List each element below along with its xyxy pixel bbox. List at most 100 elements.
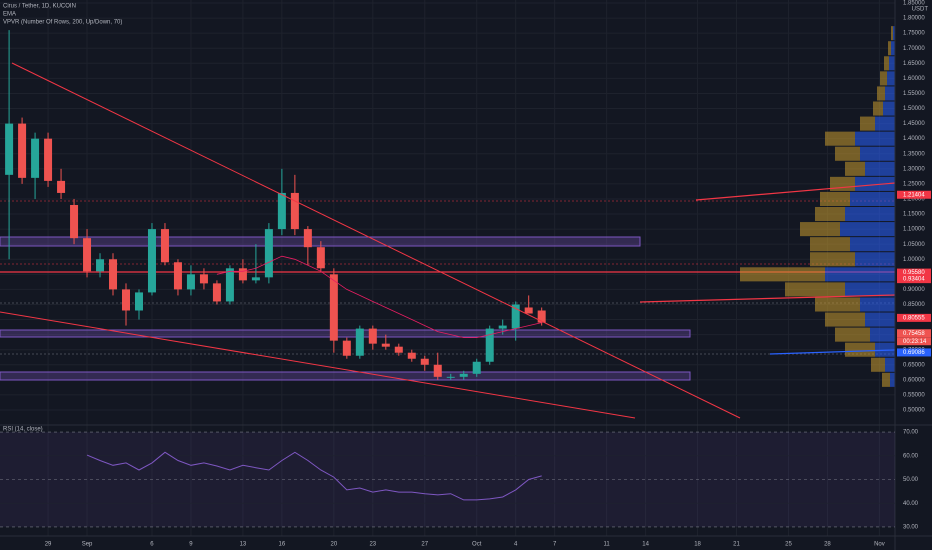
y-tick-label: 1.55000 bbox=[903, 91, 925, 97]
vpvr-up bbox=[890, 372, 895, 387]
candle-body bbox=[83, 238, 92, 272]
vpvr-down bbox=[825, 131, 855, 146]
price-tag-label: 0.69086 bbox=[903, 350, 925, 356]
candle-body bbox=[57, 180, 66, 193]
candle-body bbox=[199, 274, 208, 284]
candle-body bbox=[147, 229, 156, 293]
y-tick-label: 0.60000 bbox=[903, 377, 925, 383]
candle-body bbox=[303, 229, 312, 248]
zone bbox=[0, 371, 691, 381]
price-tag bbox=[897, 268, 931, 277]
rsi-tick-label: 50.00 bbox=[903, 477, 919, 483]
vpvr-up bbox=[865, 161, 895, 176]
vpvr-up bbox=[845, 207, 895, 222]
rsi-tick-label: 70.00 bbox=[903, 430, 919, 436]
vpvr-down bbox=[810, 237, 850, 252]
y-tick-label: 1.75000 bbox=[903, 31, 925, 37]
vpvr-down bbox=[740, 267, 825, 282]
y-tick-label: 0.90000 bbox=[903, 287, 925, 293]
x-tick-label: 4 bbox=[514, 542, 518, 548]
candle-body bbox=[485, 328, 494, 362]
vpvr-up bbox=[850, 237, 895, 252]
rsi-line bbox=[86, 451, 542, 501]
x-tick-label: 13 bbox=[240, 542, 247, 548]
vpvr-down bbox=[785, 282, 845, 297]
price-tag-label: 0.95580 bbox=[903, 270, 925, 276]
vpvr-up bbox=[875, 116, 895, 131]
candle-body bbox=[381, 343, 390, 347]
candle-body bbox=[407, 352, 416, 359]
vpvr-up bbox=[855, 252, 895, 267]
vpvr-up bbox=[885, 357, 895, 372]
candle-body bbox=[122, 289, 131, 311]
vpvr-down bbox=[871, 357, 885, 372]
candle-body bbox=[342, 340, 351, 356]
candle-body bbox=[109, 259, 118, 290]
candle-body bbox=[277, 192, 286, 230]
candle-body bbox=[537, 310, 546, 323]
currency-label: USDT bbox=[912, 7, 929, 13]
y-tick-label: 1.10000 bbox=[903, 227, 925, 233]
countdown-box bbox=[897, 337, 931, 346]
vpvr-up bbox=[875, 342, 895, 357]
vpvr-down bbox=[835, 146, 860, 161]
x-tick-label: 7 bbox=[553, 542, 557, 548]
x-tick-label: Sep bbox=[82, 542, 93, 548]
vpvr-up bbox=[870, 327, 895, 342]
candle-body bbox=[433, 364, 442, 377]
y-tick-label: 1.30000 bbox=[903, 166, 925, 172]
y-tick-label: 0.65000 bbox=[903, 362, 925, 368]
price-tag-label: 0.93404 bbox=[903, 277, 925, 283]
vpvr-down bbox=[815, 297, 860, 312]
candle-body bbox=[225, 268, 234, 302]
candle-body bbox=[368, 328, 377, 344]
candles bbox=[5, 30, 546, 380]
y-tick-label: 1.60000 bbox=[903, 76, 925, 82]
y-tick-label: 1.85000 bbox=[903, 1, 925, 7]
vpvr-down bbox=[884, 56, 889, 71]
countdown: 00:23:14 bbox=[903, 339, 927, 345]
vpvr bbox=[740, 26, 895, 387]
y-tick-label: 1.05000 bbox=[903, 242, 925, 248]
candle-body bbox=[134, 292, 143, 311]
y-tick-label: 1.50000 bbox=[903, 106, 925, 112]
candle-body bbox=[44, 138, 53, 181]
vpvr-up bbox=[891, 41, 895, 56]
x-tick-label: 21 bbox=[733, 542, 740, 548]
rsi-tick-label: 30.00 bbox=[903, 524, 919, 530]
vpvr-up bbox=[885, 86, 895, 101]
trend-line bbox=[0, 311, 636, 419]
candle-body bbox=[5, 123, 14, 175]
vpvr-up bbox=[860, 297, 895, 312]
candle-body bbox=[251, 277, 260, 281]
drawings bbox=[0, 62, 896, 419]
vpvr-up bbox=[887, 71, 895, 86]
y-tick-label: 1.20000 bbox=[903, 197, 925, 203]
vpvr-down bbox=[873, 101, 883, 116]
x-tick-label: Nov bbox=[874, 542, 885, 548]
vpvr-down bbox=[800, 222, 840, 237]
y-tick-label: 1.45000 bbox=[903, 121, 925, 127]
trend-line bbox=[769, 349, 896, 355]
candle-body bbox=[31, 138, 40, 178]
candle-body bbox=[498, 325, 507, 329]
y-tick-label: 0.55000 bbox=[903, 392, 925, 398]
vpvr-up bbox=[845, 282, 895, 297]
candle-body bbox=[238, 268, 247, 281]
vpvr-up bbox=[840, 222, 895, 237]
zone bbox=[0, 236, 641, 247]
x-tick-label: 11 bbox=[604, 542, 611, 548]
rsi-pane bbox=[0, 431, 895, 528]
rsi-tick-label: 40.00 bbox=[903, 501, 919, 507]
y-tick-label: 1.70000 bbox=[903, 46, 925, 52]
indicator-label: EMA bbox=[3, 12, 16, 18]
candle-body bbox=[420, 358, 429, 365]
rsi-title: RSI (14, close) bbox=[3, 427, 43, 433]
candle-body bbox=[186, 274, 195, 290]
y-tick-label: 1.65000 bbox=[903, 61, 925, 67]
ema-line bbox=[216, 255, 542, 338]
trend-line bbox=[639, 294, 896, 303]
x-tick-label: 25 bbox=[785, 542, 792, 548]
price-tag-label: 0.80555 bbox=[903, 315, 925, 321]
